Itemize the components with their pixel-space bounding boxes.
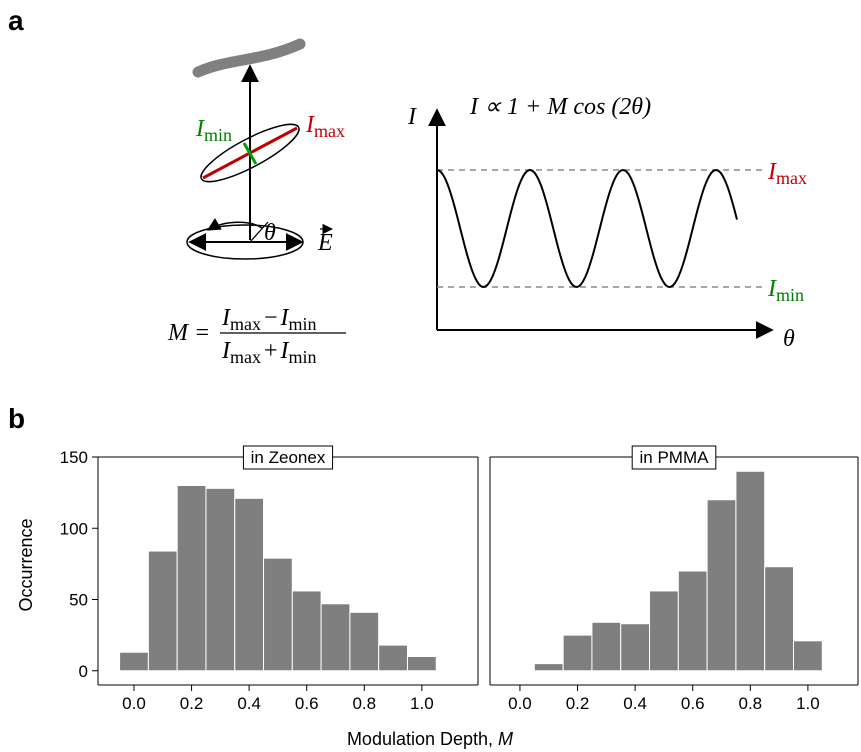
panel-label: a: [8, 5, 24, 36]
y-tick-label: 150: [60, 448, 88, 467]
x-tick-label: 0.6: [681, 694, 705, 713]
operator: +: [264, 338, 278, 364]
emission-ellipse: [200, 123, 300, 183]
bar: [147, 550, 178, 672]
subscript: max: [776, 168, 807, 188]
subscript: max: [314, 121, 345, 141]
bar: [620, 623, 651, 672]
operator: −: [264, 305, 278, 331]
bar: [176, 485, 207, 672]
upper-label: Imax: [767, 159, 807, 188]
title-box: [242, 445, 334, 470]
bar: [591, 621, 622, 672]
bar: [677, 570, 708, 672]
x-tick-label: 0.4: [237, 694, 261, 713]
chart-title: in PMMA: [640, 448, 710, 467]
minor-axis: [242, 142, 258, 165]
formula-lhs: M =: [167, 320, 210, 346]
bar: [378, 644, 408, 672]
bar: [649, 590, 679, 672]
x-tick-label: 0.4: [623, 694, 647, 713]
x-axis-title: Modulation Depth, M: [347, 729, 513, 749]
rotation-arrow: [206, 218, 263, 231]
symbol: I: [280, 305, 290, 331]
x-tick-label: 0.0: [122, 694, 146, 713]
symbol: I: [767, 276, 777, 302]
label: Modulation Depth,: [347, 729, 493, 749]
symbol: I: [195, 116, 205, 142]
bar: [533, 663, 564, 672]
formula-numerator: Imax − Imin: [221, 305, 317, 334]
bar: [205, 487, 236, 672]
symbol: I: [767, 159, 777, 185]
subscript: min: [776, 285, 804, 305]
i-min-label: Imin: [195, 116, 232, 145]
molecule: [192, 38, 306, 78]
y-axis-title: Occurrence: [16, 518, 36, 611]
title-box: [631, 445, 717, 470]
x-tick-label: 0.6: [295, 694, 319, 713]
chart-title: in Zeonex: [251, 448, 326, 467]
x-tick-label: 1.0: [410, 694, 434, 713]
bar: [764, 566, 794, 672]
x-tick-label: 0.8: [738, 694, 762, 713]
y-tick-label: 50: [69, 591, 88, 610]
y-tick-label: 0: [79, 662, 88, 681]
lower-label: Imin: [767, 276, 804, 305]
i-max-label: Imax: [305, 112, 345, 141]
theta-label: θ: [264, 220, 276, 246]
formula-denominator: Imax + Imin: [221, 338, 317, 367]
symbol: I: [221, 338, 231, 364]
subscript: min: [289, 314, 317, 334]
bar: [234, 497, 265, 672]
bar: [735, 470, 766, 672]
bar: [706, 499, 737, 672]
bar: [406, 656, 437, 672]
subscript: max: [230, 347, 261, 367]
bar: [349, 611, 380, 672]
bar: [291, 590, 322, 672]
x-tick-label: 0.0: [508, 694, 532, 713]
field-label: E: [317, 230, 333, 256]
bar: [562, 634, 593, 672]
y-tick-label: 100: [60, 519, 88, 538]
x-tick-label: 1.0: [796, 694, 820, 713]
equation: I ∝ 1 + M cos (2θ): [469, 94, 651, 120]
subscript: max: [230, 314, 261, 334]
bar: [119, 651, 149, 672]
symbol: I: [280, 338, 290, 364]
subscript: min: [204, 125, 232, 145]
symbol: I: [221, 305, 231, 331]
symbol: I: [305, 112, 315, 138]
panel-label: b: [8, 403, 25, 434]
x-tick-label: 0.2: [566, 694, 590, 713]
variable: M: [498, 729, 513, 749]
y-axis-label: I: [407, 104, 417, 130]
bar: [792, 640, 823, 672]
x-tick-label: 0.2: [180, 694, 204, 713]
x-tick-label: 0.8: [352, 694, 376, 713]
subscript: min: [289, 347, 317, 367]
bar: [263, 557, 293, 672]
angle-line: [249, 221, 269, 243]
bar: [320, 603, 351, 672]
x-axis-label: θ: [783, 326, 795, 352]
cosine-curve: [436, 168, 738, 289]
